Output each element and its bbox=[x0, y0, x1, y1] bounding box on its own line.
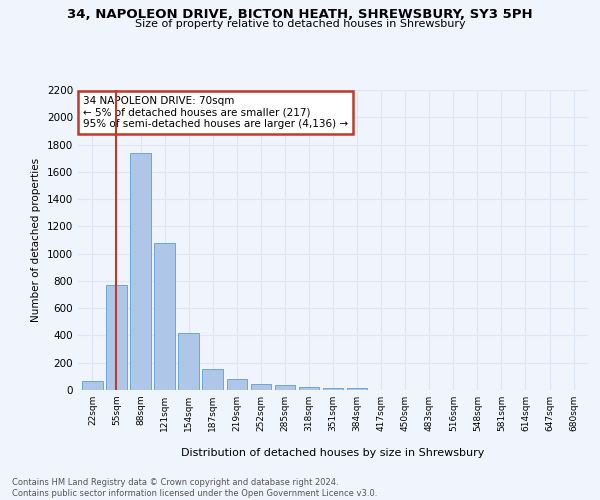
Text: Contains HM Land Registry data © Crown copyright and database right 2024.
Contai: Contains HM Land Registry data © Crown c… bbox=[12, 478, 377, 498]
Text: 34, NAPOLEON DRIVE, BICTON HEATH, SHREWSBURY, SY3 5PH: 34, NAPOLEON DRIVE, BICTON HEATH, SHREWS… bbox=[67, 8, 533, 20]
Bar bbox=[82, 381, 103, 390]
Bar bbox=[130, 152, 151, 390]
Bar bbox=[154, 244, 175, 390]
Bar bbox=[178, 334, 199, 390]
Bar bbox=[347, 388, 367, 390]
Text: Size of property relative to detached houses in Shrewsbury: Size of property relative to detached ho… bbox=[134, 19, 466, 29]
Bar bbox=[251, 384, 271, 390]
Text: Distribution of detached houses by size in Shrewsbury: Distribution of detached houses by size … bbox=[181, 448, 485, 458]
Bar bbox=[299, 386, 319, 390]
Text: 34 NAPOLEON DRIVE: 70sqm
← 5% of detached houses are smaller (217)
95% of semi-d: 34 NAPOLEON DRIVE: 70sqm ← 5% of detache… bbox=[83, 96, 348, 129]
Bar bbox=[275, 385, 295, 390]
Y-axis label: Number of detached properties: Number of detached properties bbox=[31, 158, 41, 322]
Bar bbox=[323, 388, 343, 390]
Bar bbox=[227, 379, 247, 390]
Bar bbox=[106, 285, 127, 390]
Bar bbox=[202, 369, 223, 390]
